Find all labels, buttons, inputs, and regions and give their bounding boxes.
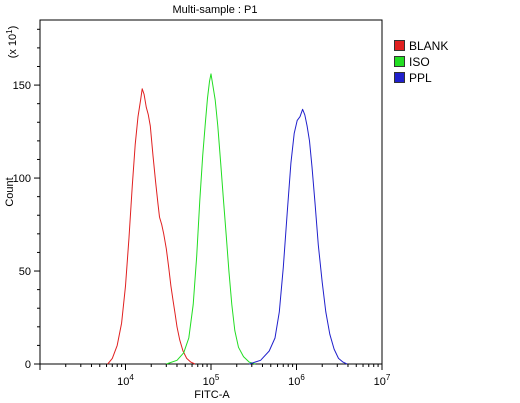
x-tick-label: 104 <box>117 373 134 388</box>
legend-item-ppl[interactable]: PPL <box>394 70 448 85</box>
y-axis-multiplier: (x 101) <box>5 26 19 59</box>
legend-label-ppl: PPL <box>409 70 432 85</box>
series-line-blank <box>107 88 196 365</box>
legend-swatch-ppl <box>394 72 405 83</box>
y-tick-label: 0 <box>25 359 31 371</box>
chart-title: Multi-sample : P1 <box>173 4 258 16</box>
x-tick-label: 106 <box>288 373 305 388</box>
x-axis-label: FITC-A <box>194 389 230 401</box>
plot-area <box>39 19 383 365</box>
legend-item-iso[interactable]: ISO <box>394 54 448 69</box>
series-line-ppl <box>249 108 348 365</box>
legend-label-iso: ISO <box>409 54 430 69</box>
x-tick-label: 107 <box>374 373 391 388</box>
x-axis: 104 105 106 107 <box>39 364 391 388</box>
series-line-iso <box>166 73 256 365</box>
plot-frame <box>39 19 383 365</box>
y-tick-label: 150 <box>13 80 31 92</box>
legend-swatch-iso <box>394 56 405 67</box>
legend-label-blank: BLANK <box>409 38 449 53</box>
legend: BLANK ISO PPL <box>394 38 448 86</box>
legend-swatch-blank <box>394 40 405 51</box>
y-axis: 0 50 100 150 <box>13 28 40 371</box>
y-axis-label: Count <box>4 177 16 206</box>
y-tick-label: 50 <box>19 266 31 278</box>
x-tick-label: 105 <box>203 373 220 388</box>
legend-item-blank[interactable]: BLANK <box>394 38 448 53</box>
y-tick-label: 100 <box>13 173 31 185</box>
